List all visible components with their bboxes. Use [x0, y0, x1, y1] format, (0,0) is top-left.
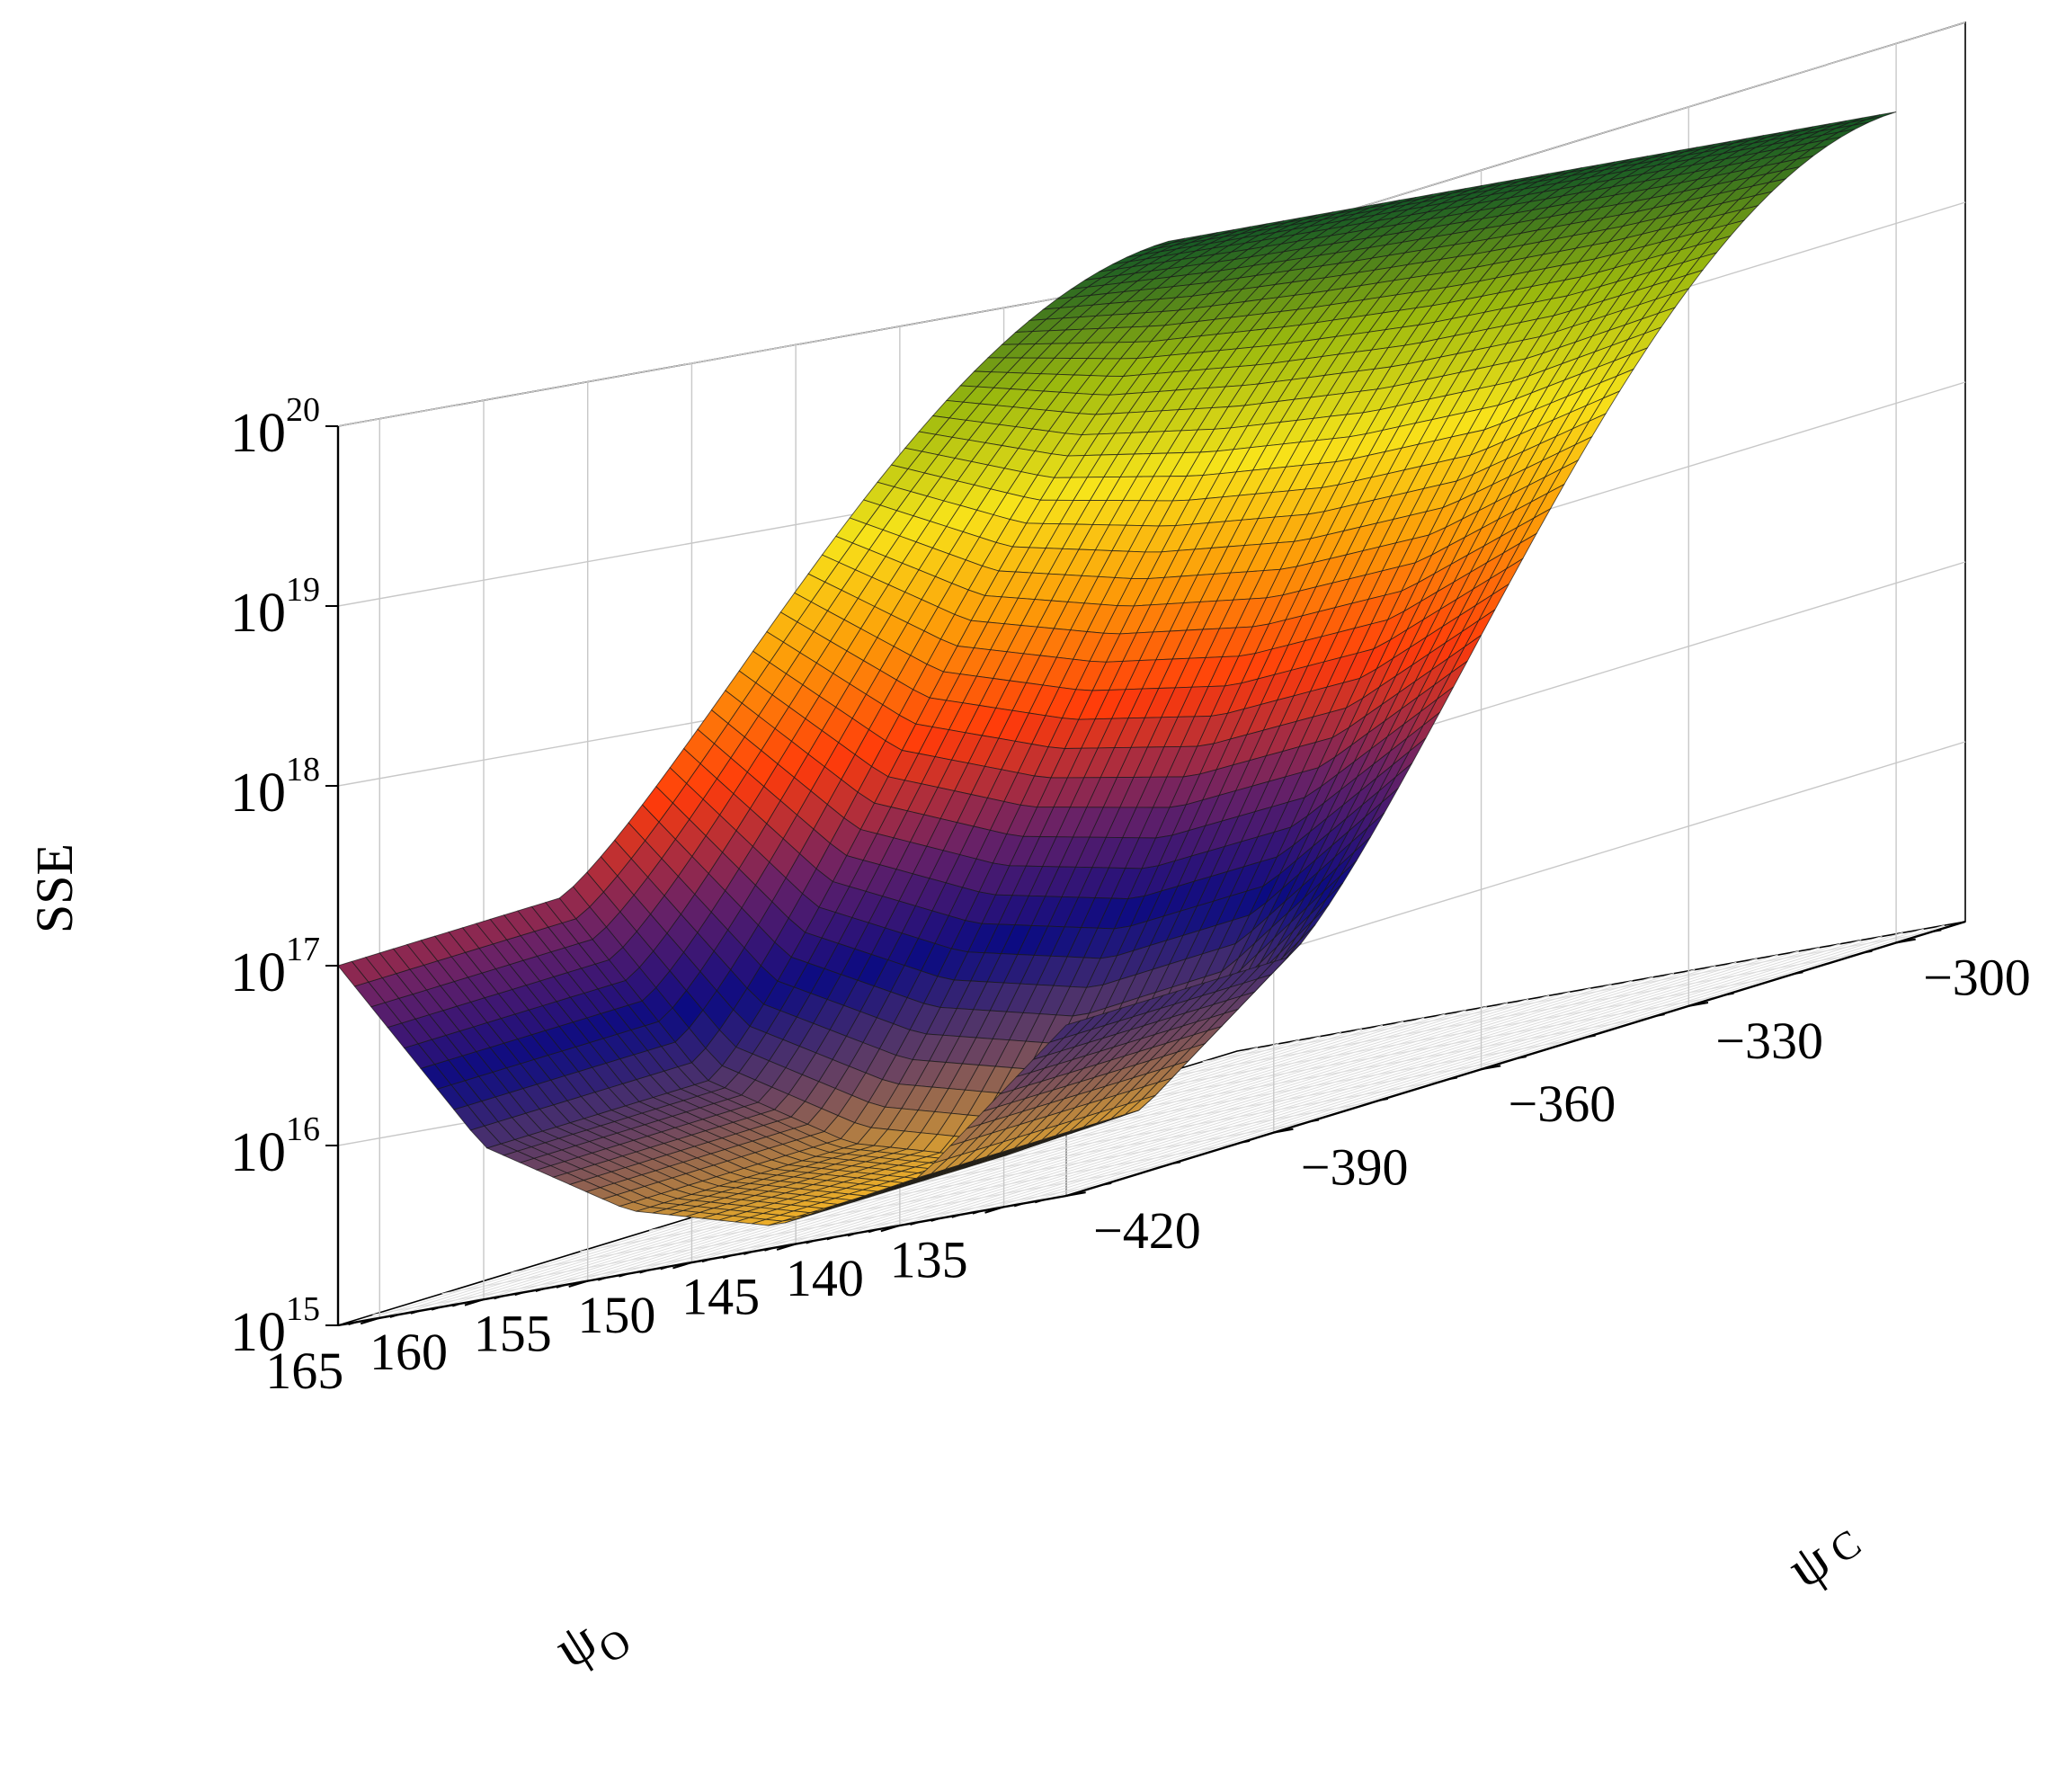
x-tick-label: 165 [265, 1342, 343, 1400]
x-minor-tick [847, 1232, 859, 1237]
z-tick-label-base: 10 [230, 1302, 286, 1363]
z-tick-label-exp: 15 [286, 1290, 320, 1328]
x-minor-tick [972, 1209, 984, 1215]
left-wall-z-grid-line [337, 296, 1067, 427]
y-tick [1895, 938, 1916, 944]
x-tick-label: 150 [577, 1286, 655, 1344]
z-tick-label: 1017 [230, 931, 320, 1003]
x-minor-tick [535, 1288, 547, 1293]
y-minor-tick [1861, 950, 1873, 954]
x-minor-tick [764, 1246, 776, 1252]
x-tick-label: 145 [681, 1267, 760, 1325]
floor-grid-line-y [372, 1184, 1101, 1315]
x-minor-tick [369, 1317, 380, 1322]
z-tick-label: 1019 [230, 571, 320, 644]
y-minor-tick [1584, 1035, 1596, 1039]
x-minor-tick [639, 1269, 651, 1274]
floor-grid-line-y [511, 1142, 1240, 1273]
y-minor-tick [1308, 1119, 1320, 1123]
z-axis-label: SSE [25, 843, 84, 933]
y-tick-label: −420 [1093, 1201, 1201, 1260]
x-minor-tick [348, 1321, 360, 1326]
x-minor-tick [1014, 1202, 1025, 1208]
floor-grid-line-y [1064, 974, 1793, 1105]
floor-grid-line-y [1202, 932, 1931, 1063]
x-minor-tick [473, 1298, 485, 1304]
floor-grid-line-y [1133, 952, 1862, 1083]
x-minor-tick [868, 1228, 879, 1234]
z-tick-label: 1016 [230, 1110, 320, 1183]
x-minor-tick [931, 1217, 942, 1222]
x-axis-label: ψO [543, 1592, 638, 1691]
y-minor-tick [1930, 929, 1942, 933]
y-minor-tick [1792, 971, 1803, 976]
x-minor-tick [598, 1276, 610, 1281]
x-minor-tick [744, 1251, 755, 1255]
z-tick-label-base: 10 [230, 583, 286, 644]
y-minor-tick [1170, 1162, 1181, 1165]
y-minor-tick [1515, 1056, 1527, 1060]
floor-grid-line-y [580, 1121, 1309, 1253]
y-minor-tick [1239, 1140, 1251, 1145]
x-tick-label: 155 [474, 1305, 552, 1363]
z-tick-label-base: 10 [230, 942, 286, 1003]
z-tick-label: 1015 [230, 1290, 320, 1363]
z-tick-label-base: 10 [230, 762, 286, 824]
y-minor-tick [1377, 1098, 1389, 1102]
surface-plot [337, 111, 1897, 1226]
grid-lines [337, 22, 1966, 1326]
y-tick [1688, 1002, 1709, 1007]
z-tick-label-exp: 20 [286, 391, 320, 429]
x-minor-tick [389, 1313, 401, 1318]
x-minor-tick [806, 1239, 817, 1244]
y-axis-label: ψC [1776, 1508, 1871, 1600]
y-minor-tick [1653, 1013, 1665, 1018]
x-minor-tick [452, 1302, 464, 1307]
tick-marks [325, 425, 1942, 1326]
y-minor-tick [1446, 1077, 1458, 1081]
z-tick-label-exp: 17 [286, 931, 320, 968]
x-minor-tick [1035, 1199, 1046, 1204]
x-tick-label: 135 [890, 1230, 968, 1288]
y-tick-label: −300 [1923, 948, 2031, 1006]
z-tick-label-base: 10 [230, 1122, 286, 1183]
z-tick-label-base: 10 [230, 403, 286, 464]
z-tick-label: 1018 [230, 751, 320, 824]
y-tick-label: −330 [1715, 1012, 1823, 1070]
x-minor-tick [993, 1206, 1004, 1211]
floor-grid-line-y [441, 1163, 1171, 1295]
x-minor-tick [723, 1254, 734, 1259]
z-tick-label-exp: 16 [286, 1110, 320, 1148]
x-minor-tick [494, 1295, 505, 1300]
x-minor-tick [410, 1309, 422, 1315]
x-minor-tick [619, 1272, 630, 1278]
z-tick-label: 1020 [230, 391, 320, 464]
y-tick [1481, 1065, 1501, 1071]
y-tick [1273, 1128, 1294, 1134]
y-tick [1065, 1191, 1086, 1197]
x-minor-tick [910, 1221, 922, 1226]
x-minor-tick [951, 1213, 963, 1218]
x-minor-tick [681, 1262, 692, 1267]
x-minor-tick [660, 1265, 672, 1270]
x-minor-tick [432, 1306, 442, 1311]
y-minor-tick [1723, 993, 1734, 996]
surface-cell [337, 960, 370, 987]
x-minor-tick [785, 1243, 797, 1248]
y-tick-label: −360 [1509, 1074, 1616, 1133]
x-tick-label: 140 [786, 1249, 864, 1307]
y-minor-tick [1100, 1182, 1112, 1186]
x-minor-tick [826, 1235, 838, 1241]
z-tick-label-exp: 19 [286, 571, 320, 609]
y-tick-label: −390 [1301, 1138, 1409, 1197]
x-minor-tick [556, 1284, 567, 1288]
x-minor-tick [514, 1291, 526, 1297]
x-minor-tick [701, 1258, 713, 1263]
z-tick-label-exp: 18 [286, 751, 320, 789]
x-minor-tick [889, 1225, 901, 1230]
x-minor-tick [577, 1279, 588, 1285]
x-tick-label: 160 [370, 1323, 448, 1381]
